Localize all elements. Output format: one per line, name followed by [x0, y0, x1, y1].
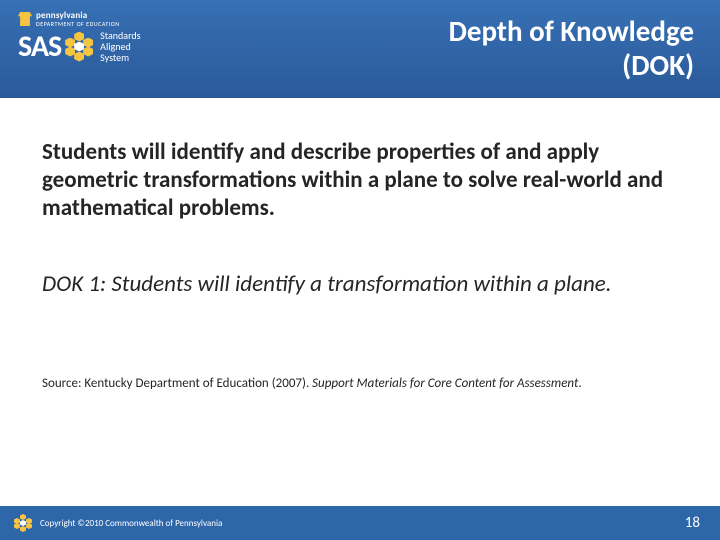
logo-block: pennsylvania DEPARTMENT OF EDUCATION SAS… — [18, 10, 141, 63]
title-line-2: (DOK) — [622, 47, 694, 83]
title-line-1: Depth of Knowledge — [449, 13, 694, 49]
source-prefix: Source: Kentucky Department of Education… — [42, 376, 312, 391]
footer-hex-icon — [14, 514, 32, 532]
sas-mark: SAS — [18, 32, 94, 62]
sas-logo-row: SAS Standards Aligned System — [18, 30, 141, 63]
page-number: 18 — [685, 514, 700, 532]
sas-tagline: Standards Aligned System — [100, 30, 140, 63]
sas-wordmark: SAS — [18, 32, 61, 62]
tagline-3: System — [100, 51, 129, 64]
keystone-icon — [18, 12, 32, 26]
pde-text: pennsylvania DEPARTMENT OF EDUCATION — [36, 10, 120, 28]
slide-content: Students will identify and describe prop… — [0, 98, 720, 393]
footer-left: Copyright ©2010 Commonwealth of Pennsylv… — [14, 514, 222, 532]
source-suffix: . — [578, 376, 581, 391]
copyright-text: Copyright ©2010 Commonwealth of Pennsylv… — [40, 518, 222, 529]
slide-title: Depth of Knowledge (DOK) — [449, 14, 694, 82]
pde-sublabel: DEPARTMENT OF EDUCATION — [36, 20, 120, 28]
source-citation: Source: Kentucky Department of Education… — [42, 376, 678, 393]
hex-cluster-icon — [64, 32, 94, 62]
slide-header: pennsylvania DEPARTMENT OF EDUCATION SAS… — [0, 0, 720, 98]
slide-footer: Copyright ©2010 Commonwealth of Pennsylv… — [0, 506, 720, 540]
pde-logo-row: pennsylvania DEPARTMENT OF EDUCATION — [18, 10, 141, 28]
dok1-text: DOK 1: Students will identify a transfor… — [42, 270, 678, 298]
source-title: Support Materials for Core Content for A… — [312, 376, 578, 391]
objective-text: Students will identify and describe prop… — [42, 138, 678, 222]
